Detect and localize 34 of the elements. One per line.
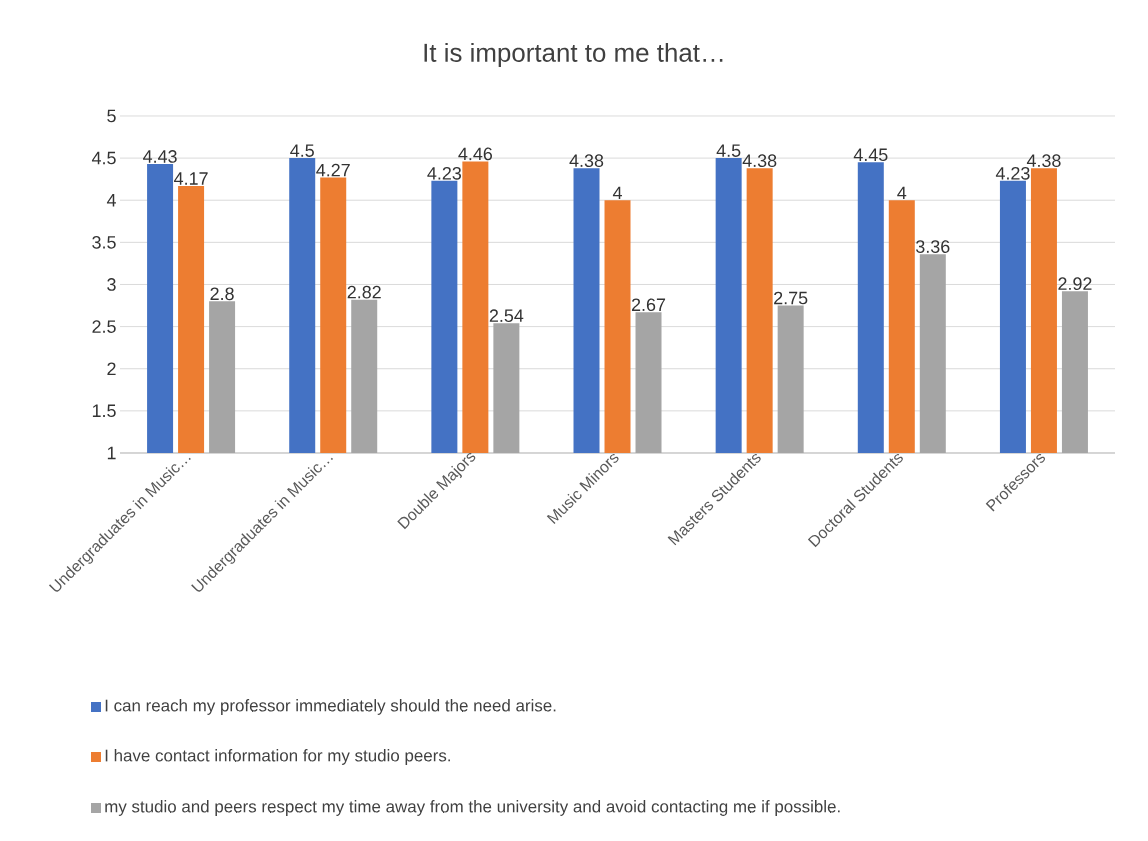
data-label: 4.5: [716, 144, 741, 157]
data-label: 4: [612, 186, 622, 200]
legend-label: I have contact information for my studio peers.: [105, 749, 450, 765]
y-tick-label: 4: [106, 194, 116, 207]
data-label: 2.75: [774, 291, 808, 305]
y-tick-label: 1: [107, 446, 116, 460]
data-label: 2.67: [631, 298, 666, 312]
data-label: 4: [897, 186, 907, 200]
y-tick-label: 3.5: [92, 236, 116, 249]
legend-label: I can reach my professor immediately should the need arise.: [105, 699, 556, 715]
data-label: 2.92: [1058, 277, 1092, 291]
data-label: 4.27: [316, 163, 350, 177]
data-label: 4.43: [143, 150, 177, 163]
data-label: 4.45: [853, 148, 888, 162]
data-label: 2.54: [489, 309, 524, 323]
data-label: 2.82: [347, 285, 381, 299]
chart-title: It is important to me that…: [424, 42, 723, 68]
y-tick-label: 3: [107, 278, 116, 291]
data-label: 4.38: [742, 154, 777, 168]
data-label: 4.38: [1026, 154, 1061, 168]
y-tick-label: 5: [107, 109, 116, 123]
data-label: 4.38: [569, 154, 604, 168]
legend-label: my studio and peers respect my time away from the university and avoid contacting me if possible.: [105, 800, 840, 816]
y-tick-label: 2.5: [92, 320, 116, 333]
data-label: 4.17: [174, 172, 208, 185]
data-label: 4.5: [290, 144, 314, 157]
data-label: 4.23: [995, 166, 1030, 180]
y-tick-label: 1.5: [92, 404, 116, 418]
y-tick-label: 2: [107, 362, 116, 375]
y-tick-label: 4.5: [91, 151, 116, 165]
data-label: 2.8: [210, 287, 234, 301]
data-label: 4.23: [427, 166, 462, 180]
data-label: 4.46: [458, 147, 493, 161]
data-label: 3.36: [916, 240, 950, 253]
